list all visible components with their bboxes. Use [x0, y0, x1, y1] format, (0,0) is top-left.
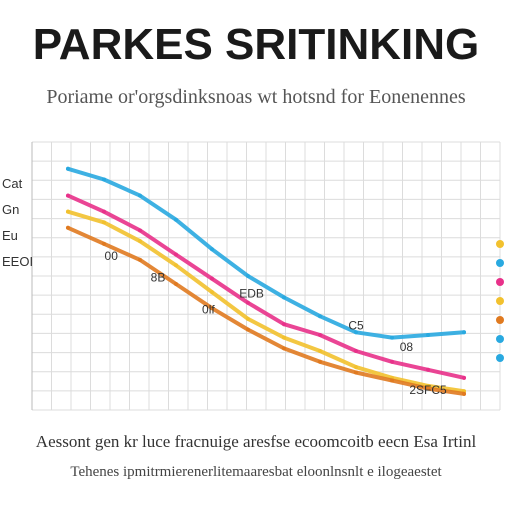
series-3-point: [282, 335, 286, 340]
series-4-point: [246, 327, 250, 332]
series-3-point: [210, 290, 214, 295]
series-1-point: [282, 295, 286, 300]
series-4-point: [390, 378, 394, 383]
series-1-point: [426, 332, 430, 337]
legend-dot: [496, 297, 504, 305]
legend-dot: [496, 354, 504, 362]
series-line-3: [66, 209, 466, 394]
y-axis-label: Eu: [2, 228, 18, 243]
series-2-point: [102, 209, 106, 214]
chart-title: PARKES SRITINKING: [32, 20, 480, 69]
series-4-point: [426, 386, 430, 391]
series-2-point: [210, 276, 214, 281]
series-1-point: [390, 335, 394, 340]
series-3-point: [174, 263, 178, 268]
series-2-point: [282, 322, 286, 327]
series-1-point: [318, 314, 322, 319]
series-1-point: [66, 166, 70, 171]
legend-dot: [496, 240, 504, 248]
series-2-point: [390, 359, 394, 364]
series-2-point: [462, 375, 466, 380]
series-3-point: [66, 209, 70, 214]
chart-annotation: 00: [105, 249, 119, 263]
series-2-point: [246, 300, 250, 305]
series-4-point: [174, 282, 178, 287]
series-line-1: [66, 166, 466, 340]
series-4-point: [354, 370, 358, 375]
y-axis-label: Cat: [2, 176, 23, 191]
y-axis-label: Gn: [2, 202, 19, 217]
series-3-point: [318, 349, 322, 354]
legend-dot: [496, 259, 504, 267]
series-2-point: [174, 252, 178, 257]
series-2-point: [66, 193, 70, 198]
legend-dot: [496, 316, 504, 324]
line-chart: Cat Gn Eu EEOI 00 8B 0lf EDB C5 08 2SFC5: [2, 141, 504, 411]
legend-dot: [496, 335, 504, 343]
chart-annotation: 2SFC5: [409, 383, 447, 397]
series-1-point: [174, 217, 178, 222]
series-2-point: [138, 228, 142, 233]
series-1-point: [462, 330, 466, 335]
series-3-point: [354, 365, 358, 370]
chart-subtitle: Poriame or'orgsdinksnoas wt hotsnd for E…: [46, 86, 466, 108]
series-4-point: [282, 346, 286, 351]
legend-dot: [496, 278, 504, 286]
chart-annotation: 08: [400, 340, 414, 354]
series-line-4: [66, 225, 466, 396]
series-2-point: [318, 332, 322, 337]
series-1-point: [354, 330, 358, 335]
series-3-point: [246, 316, 250, 321]
series-4-point: [318, 359, 322, 364]
series-4-point: [102, 241, 106, 246]
footer-caption-1: Aessont gen kr luce fracnuige aresfse ec…: [35, 432, 477, 451]
series-3-point: [138, 239, 142, 244]
chart-annotation: C5: [348, 319, 364, 333]
chart-annotation: 0lf: [202, 303, 215, 317]
chart-annotation: EDB: [239, 286, 264, 300]
series-4-point: [66, 225, 70, 230]
series-1-point: [210, 247, 214, 252]
series-3-point: [102, 220, 106, 225]
series-2-point: [354, 349, 358, 354]
chart-annotation: 8B: [151, 270, 166, 284]
y-axis-label: EEOI: [2, 254, 33, 269]
series-4-point: [138, 257, 142, 262]
series-line-2: [66, 193, 466, 380]
series-4-point: [210, 306, 214, 311]
series-1-point: [102, 177, 106, 182]
footer-caption-2: Tehenes ipmitrmierenerlitemaaresbat eloo…: [70, 464, 442, 480]
series-1-point: [246, 274, 250, 278]
series-1-point: [138, 193, 142, 198]
series-4-point: [462, 391, 466, 396]
series-2-point: [426, 367, 430, 372]
